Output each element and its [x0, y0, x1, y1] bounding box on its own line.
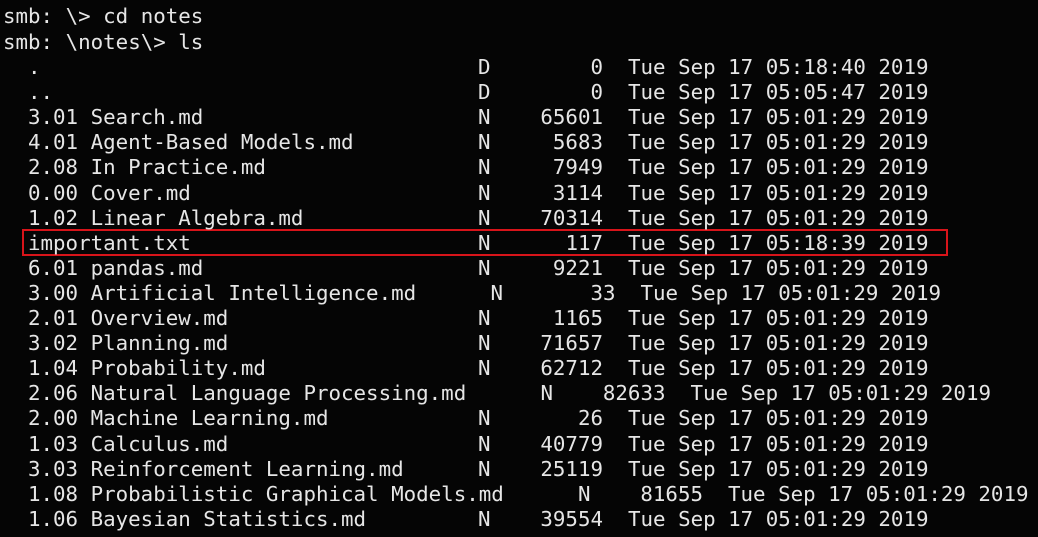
- file-attr: N: [478, 205, 491, 230]
- file-size: 65601: [540, 105, 603, 130]
- file-name: 1.04 Probability.md: [28, 356, 266, 381]
- file-size: 25119: [540, 456, 603, 481]
- file-date: Tue Sep 17 05:01:29 2019: [628, 155, 929, 180]
- file-attr: N: [478, 306, 491, 330]
- file-attr: N: [478, 456, 491, 481]
- file-date: Tue Sep 17 05:01:29 2019: [628, 130, 929, 155]
- file-size: 33: [590, 280, 616, 305]
- file-size: 7949: [552, 155, 603, 180]
- file-date: Tue Sep 17 05:01:29 2019: [628, 205, 929, 230]
- file-size: 71657: [540, 331, 603, 356]
- file-size: 0: [590, 55, 603, 79]
- file-size: 117: [565, 230, 603, 255]
- file-attr: N: [490, 280, 504, 305]
- file-date: Tue Sep 17 05:01:29 2019: [728, 481, 1029, 506]
- prompt-line: smb: \notes\> ls: [3, 30, 204, 54]
- file-date: Tue Sep 17 05:01:29 2019: [640, 280, 942, 305]
- file-size: 81655: [640, 481, 703, 506]
- file-size: 9221: [552, 255, 603, 280]
- file-date: Tue Sep 17 05:01:29 2019: [628, 506, 929, 531]
- file-attr: N: [478, 230, 491, 255]
- file-attr: N: [478, 180, 491, 205]
- file-date: Tue Sep 17 05:01:29 2019: [628, 356, 929, 381]
- file-attr: N: [478, 255, 491, 280]
- file-size: 0: [590, 80, 603, 105]
- file-attr: N: [478, 506, 491, 531]
- file-attr: N: [478, 356, 491, 381]
- file-name: 4.01 Agent-Based Models.md: [28, 130, 354, 155]
- file-size: 1165: [552, 306, 603, 330]
- file-name: 3.00 Artificial Intelligence.md: [28, 280, 417, 305]
- file-date: Tue Sep 17 05:01:29 2019: [628, 456, 929, 481]
- file-name: 2.08 In Practice.md: [28, 155, 266, 180]
- file-date: Tue Sep 17 05:01:29 2019: [628, 306, 929, 330]
- file-attr: D: [478, 80, 491, 105]
- file-date: Tue Sep 17 05:18:40 2019: [628, 55, 929, 79]
- file-attr: N: [478, 130, 491, 155]
- file-attr: N: [478, 155, 491, 180]
- file-size: 39554: [540, 506, 603, 531]
- file-name: 1.08 Probabilistic Graphical Models.md: [28, 481, 504, 506]
- file-date: Tue Sep 17 05:18:39 2019: [628, 230, 929, 255]
- file-date: Tue Sep 17 05:01:29 2019: [628, 331, 929, 356]
- file-date: Tue Sep 17 05:01:29 2019: [628, 105, 929, 130]
- file-attr: N: [478, 406, 491, 431]
- file-name: 3.03 Reinforcement Learning.md: [28, 456, 404, 481]
- file-date: Tue Sep 17 05:01:29 2019: [628, 180, 929, 205]
- file-name: 1.02 Linear Algebra.md: [28, 205, 304, 230]
- file-date: Tue Sep 17 05:01:29 2019: [628, 255, 929, 280]
- file-date: Tue Sep 17 05:01:29 2019: [628, 406, 929, 431]
- file-name: 3.01 Search.md: [28, 105, 204, 130]
- file-name: important.txt: [28, 230, 191, 255]
- file-size: 5683: [552, 130, 603, 155]
- file-name: 2.00 Machine Learning.md: [28, 406, 329, 431]
- file-size: 3114: [552, 180, 603, 205]
- file-name: 6.01 pandas.md: [28, 255, 204, 280]
- file-size: 82633: [602, 381, 666, 406]
- file-name: .: [28, 55, 41, 79]
- file-name: 0.00 Cover.md: [28, 180, 191, 205]
- file-size: 62712: [540, 356, 603, 381]
- file-size: 26: [577, 406, 603, 431]
- file-date: Tue Sep 17 05:01:29 2019: [690, 381, 992, 406]
- file-date: Tue Sep 17 05:01:29 2019: [628, 431, 929, 456]
- file-name: ..: [28, 80, 54, 105]
- file-size: 40779: [540, 431, 603, 456]
- highlight-box: [22, 229, 948, 256]
- file-attr: N: [478, 105, 491, 130]
- file-attr: N: [578, 481, 591, 506]
- file-name: 1.06 Bayesian Statistics.md: [28, 506, 367, 531]
- file-attr: D: [478, 55, 491, 79]
- file-date: Tue Sep 17 05:05:47 2019: [628, 80, 929, 105]
- file-name: 3.02 Planning.md: [28, 331, 229, 356]
- file-attr: N: [478, 331, 491, 356]
- file-name: 1.03 Calculus.md: [28, 431, 229, 456]
- file-size: 70314: [540, 205, 603, 230]
- file-attr: N: [478, 431, 491, 456]
- prompt-line: smb: \> cd notes: [3, 4, 204, 28]
- file-name: 2.01 Overview.md: [28, 306, 229, 330]
- file-name: 2.06 Natural Language Processing.md: [28, 381, 467, 406]
- file-attr: N: [540, 381, 554, 406]
